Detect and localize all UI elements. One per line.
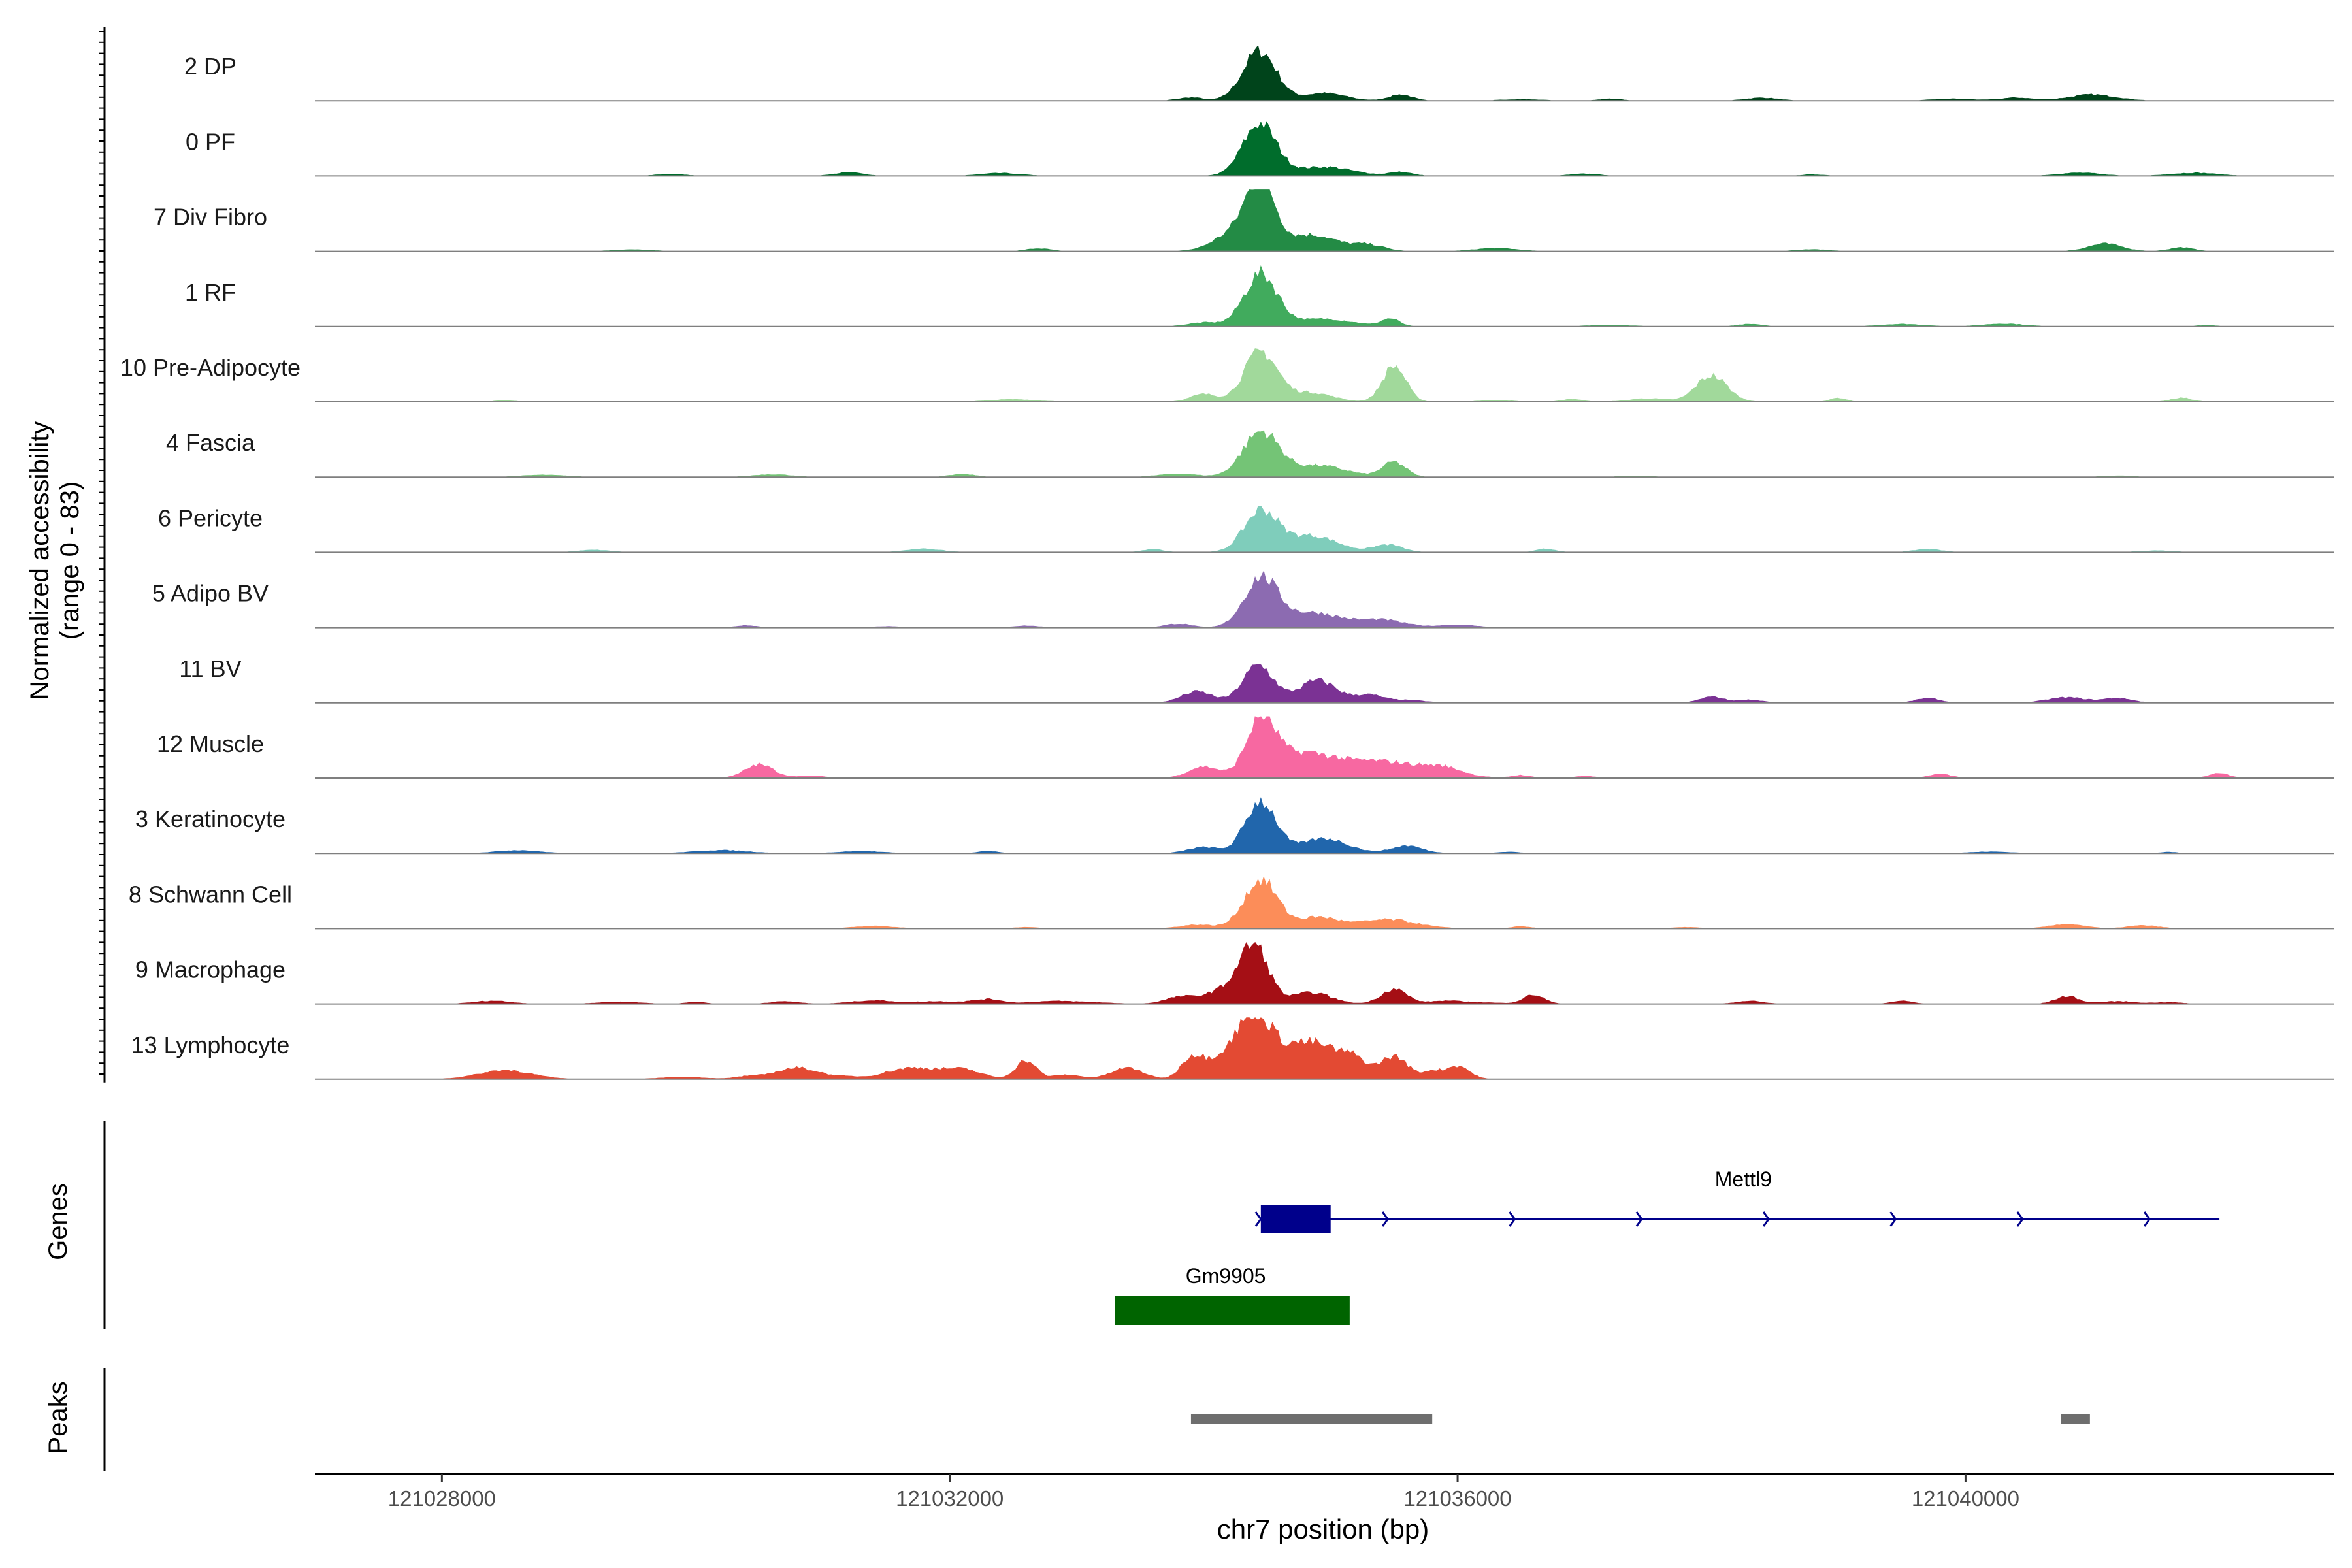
track-label: 11 BV (179, 655, 241, 682)
y-axis (99, 27, 106, 1083)
track-label: 12 Muscle (157, 730, 264, 757)
track-label: 7 Div Fibro (154, 204, 267, 231)
gene-annotation-track: Mettl9 Gm9905 (103, 1121, 2220, 1329)
gene-label: Mettl9 (1715, 1168, 1772, 1191)
strand-arrow (1381, 1211, 1390, 1227)
strand-arrow (1635, 1211, 1643, 1227)
strand-arrow (1509, 1211, 1516, 1227)
track-7-div-fibro: 7 Div Fibro (154, 189, 2334, 252)
track-label: 10 Pre-Adipocyte (120, 354, 301, 381)
y-axis-title: Normalized accessibility (25, 421, 54, 700)
coverage-area (315, 570, 2334, 629)
track-2-dp: 2 DP (184, 44, 2334, 102)
track-12-muscle: 12 Muscle (157, 716, 2334, 779)
track-label: 5 Adipo BV (152, 580, 269, 607)
track-6-pericyte: 6 Pericyte (158, 504, 2334, 553)
track-label: 9 Macrophage (135, 956, 286, 983)
track-label: 1 RF (185, 279, 236, 306)
track-8-schwann-cell: 8 Schwann Cell (129, 875, 2334, 930)
track-5-adipo-bv: 5 Adipo BV (152, 570, 2334, 629)
track-11-bv: 11 BV (179, 655, 2334, 704)
track-label: 3 Keratinocyte (135, 806, 286, 832)
strand-arrow (1254, 1211, 1262, 1227)
track-3-keratinocyte: 3 Keratinocyte (135, 797, 2334, 855)
track-label: 8 Schwann Cell (129, 881, 292, 907)
peak-region (2061, 1414, 2090, 1424)
track-0-pf: 0 PF (186, 121, 2334, 177)
coverage-area (315, 1017, 2334, 1080)
x-tick-label: 121032000 (896, 1486, 1004, 1511)
track-13-lymphocyte: 13 Lymphocyte (131, 1017, 2334, 1080)
track-label: 4 Fascia (166, 429, 255, 456)
peak-region (1190, 1414, 1433, 1424)
gene-label: Gm9905 (1186, 1264, 1266, 1288)
x-axis-title: chr7 position (bp) (1217, 1514, 1429, 1544)
strand-arrow (1889, 1211, 1897, 1227)
coverage-area (315, 797, 2334, 854)
track-label: 13 Lymphocyte (131, 1032, 290, 1058)
x-tick-label: 121036000 (1403, 1486, 1511, 1511)
strand-arrow (1762, 1211, 1771, 1227)
track-10-pre-adipocyte: 10 Pre-Adipocyte (120, 348, 2334, 402)
track-9-macrophage: 9 Macrophage (135, 941, 2334, 1005)
coverage-area (315, 265, 2334, 327)
coverage-area (315, 189, 2334, 252)
coverage-area (315, 348, 2334, 402)
track-1-rf: 1 RF (185, 265, 2334, 327)
gene-exon (1260, 1205, 1331, 1233)
coverage-area (315, 941, 2334, 1005)
coverage-area (315, 121, 2334, 176)
x-axis: 121028000 121032000 121036000 121040000 (315, 1473, 2334, 1511)
coverage-area (315, 663, 2334, 704)
coverage-area (315, 430, 2334, 478)
axis-titles: Normalized accessibility (range 0 - 83) … (25, 421, 1429, 1544)
track-label: 6 Pericyte (158, 504, 263, 531)
x-tick-label: 121040000 (1912, 1486, 2019, 1511)
coverage-tracks: 2 DP 0 PF 7 Div Fibro 1 RF 10 Pre-Adipocyte 4… (99, 27, 2334, 1083)
strand-arrow (2016, 1211, 2024, 1227)
gene-body (1115, 1296, 1350, 1325)
coverage-area (315, 506, 2334, 553)
strand-arrow (2143, 1211, 2151, 1227)
genes-track-title: Genes (44, 1183, 73, 1260)
peaks-track-title: Peaks (44, 1381, 73, 1454)
y-axis-title-range: (range 0 - 83) (56, 482, 84, 640)
coverage-area (315, 875, 2334, 929)
x-tick-label: 121028000 (388, 1486, 496, 1511)
track-label: 2 DP (184, 53, 237, 80)
coverage-area (315, 44, 2334, 101)
coverage-area (315, 716, 2334, 779)
track-label: 0 PF (186, 128, 235, 155)
track-4-fascia: 4 Fascia (166, 429, 2334, 478)
peak-track (103, 1368, 2090, 1471)
